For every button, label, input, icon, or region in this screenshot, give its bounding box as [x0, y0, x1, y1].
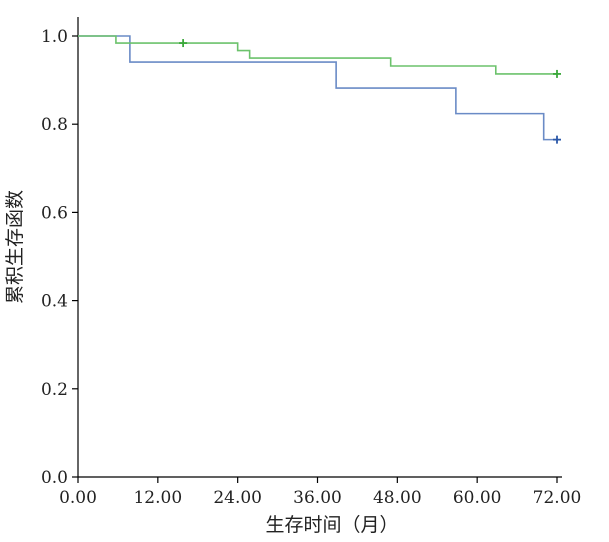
x-tick-label: 12.00 — [133, 488, 182, 508]
x-tick-label: 36.00 — [293, 488, 342, 508]
y-tick-label: 0.6 — [41, 203, 68, 223]
y-tick-label: 0.2 — [41, 380, 68, 400]
x-tick-label: 60.00 — [453, 488, 502, 508]
x-tick-label: 72.00 — [533, 488, 582, 508]
y-tick-label: 0.0 — [41, 468, 68, 488]
x-axis-title: 生存时间（月） — [265, 514, 398, 536]
series-layer — [78, 35, 561, 144]
survival-curve-2 — [78, 35, 557, 75]
censor-mark-2 — [179, 39, 188, 48]
x-ticks: 0.00 12.00 24.00 36.00 48.00 60.00 72.00 — [59, 477, 581, 508]
axes — [77, 17, 562, 478]
y-axis-title: 累积生存函数 — [4, 190, 26, 304]
y-tick-label: 0.8 — [41, 115, 68, 135]
x-tick-label: 24.00 — [213, 488, 262, 508]
censor-mark-1 — [553, 135, 561, 144]
y-tick-label: 1.0 — [41, 27, 68, 47]
y-ticks: 0.0 0.2 0.4 0.6 0.8 1.0 — [41, 27, 78, 488]
x-tick-label: 48.00 — [373, 488, 422, 508]
y-tick-label: 0.4 — [41, 292, 68, 312]
x-tick-label: 0.00 — [59, 488, 97, 508]
survival-curve-1 — [78, 35, 557, 141]
censor-mark-2 — [553, 69, 561, 78]
